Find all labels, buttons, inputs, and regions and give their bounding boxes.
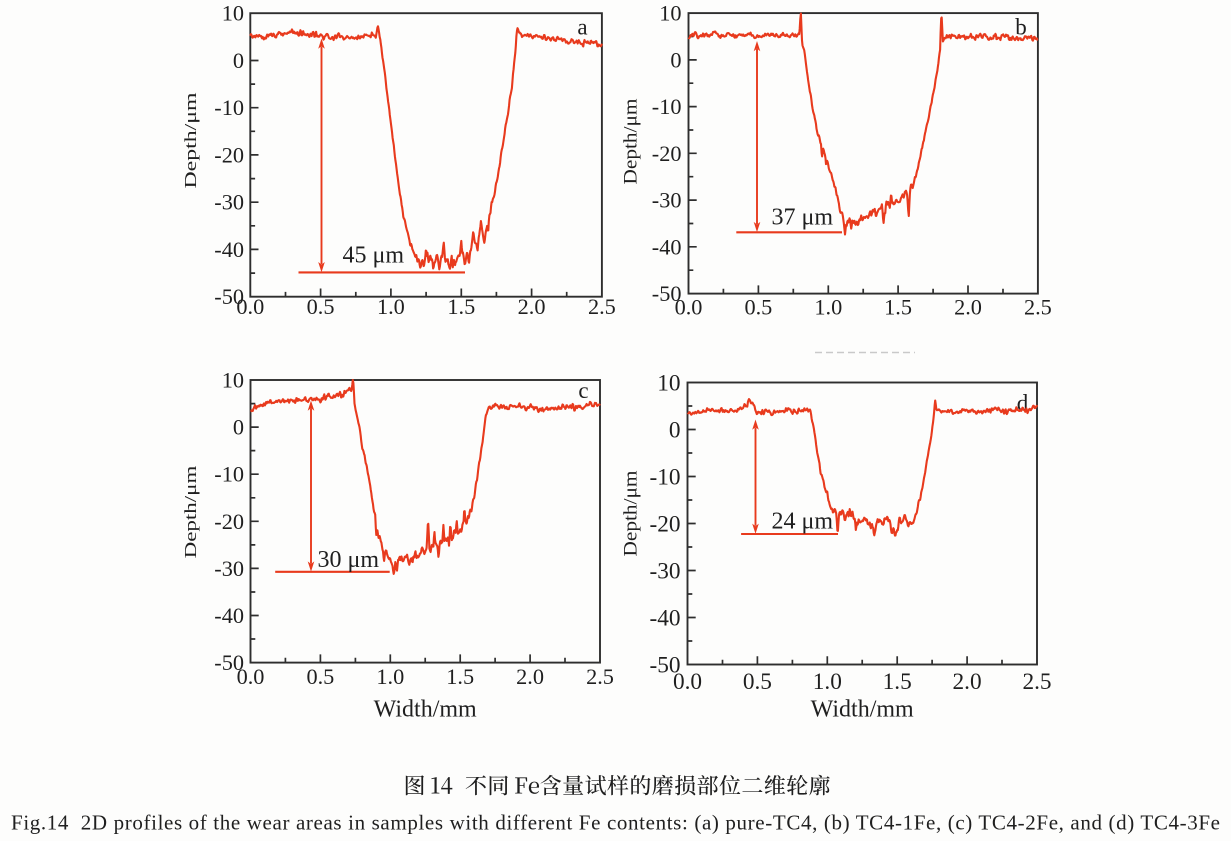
svg-text:-20: -20 <box>214 142 244 167</box>
svg-text:10: 10 <box>222 368 244 393</box>
svg-text:-30: -30 <box>652 188 682 213</box>
svg-text:30 μm: 30 μm <box>318 547 380 573</box>
svg-text:0.0: 0.0 <box>673 669 702 695</box>
svg-text:24 μm: 24 μm <box>772 509 834 535</box>
svg-text:0: 0 <box>233 48 244 73</box>
svg-text:2.0: 2.0 <box>954 295 982 320</box>
svg-text:1.0: 1.0 <box>814 295 842 320</box>
svg-text:-30: -30 <box>214 556 244 581</box>
svg-text:2.5: 2.5 <box>586 664 614 689</box>
svg-text:Width/mm: Width/mm <box>811 696 914 722</box>
svg-text:0: 0 <box>669 417 681 443</box>
svg-text:1.5: 1.5 <box>446 664 474 689</box>
svg-text:0.0: 0.0 <box>236 294 264 319</box>
svg-text:0: 0 <box>233 415 244 440</box>
svg-text:-10: -10 <box>649 464 680 490</box>
svg-text:-40: -40 <box>214 603 244 628</box>
svg-text:0.5: 0.5 <box>306 664 334 689</box>
svg-text:Fig.14 2D profiles of the wea: Fig.14 2D profiles of the wear areas in … <box>11 810 1220 834</box>
svg-text:-50: -50 <box>649 652 680 678</box>
svg-text:0.5: 0.5 <box>744 295 772 320</box>
svg-text:1.5: 1.5 <box>447 294 475 319</box>
svg-text:b: b <box>1015 14 1027 39</box>
svg-text:10: 10 <box>657 370 680 396</box>
svg-text:-50: -50 <box>652 281 682 306</box>
svg-text:0.0: 0.0 <box>237 664 265 689</box>
svg-text:1.0: 1.0 <box>377 294 405 319</box>
svg-text:Depth/μm: Depth/μm <box>620 98 641 184</box>
svg-text:10: 10 <box>659 1 681 26</box>
svg-text:0.0: 0.0 <box>675 295 703 320</box>
svg-text:-10: -10 <box>214 462 244 487</box>
svg-text:1.0: 1.0 <box>813 669 842 695</box>
svg-text:2.0: 2.0 <box>518 294 546 319</box>
svg-text:2.5: 2.5 <box>588 294 616 319</box>
svg-text:0.5: 0.5 <box>307 294 335 319</box>
svg-text:Depth/μm: Depth/μm <box>182 465 200 558</box>
svg-text:0: 0 <box>670 47 681 72</box>
svg-text:0.5: 0.5 <box>743 669 772 695</box>
svg-text:Width/mm: Width/mm <box>374 696 477 722</box>
svg-text:1.5: 1.5 <box>884 295 912 320</box>
svg-text:-20: -20 <box>214 509 244 534</box>
svg-text:c: c <box>578 378 588 403</box>
svg-text:-50: -50 <box>214 650 244 675</box>
svg-text:-30: -30 <box>214 190 244 215</box>
svg-text:-30: -30 <box>649 558 680 584</box>
svg-text:45 μm: 45 μm <box>343 243 405 269</box>
svg-text:a: a <box>577 15 587 40</box>
svg-text:2.0: 2.0 <box>516 664 544 689</box>
svg-text:10: 10 <box>222 1 244 26</box>
svg-text:2.0: 2.0 <box>953 669 982 695</box>
svg-text:37 μm: 37 μm <box>772 205 834 231</box>
svg-text:-20: -20 <box>649 511 680 537</box>
svg-text:2.5: 2.5 <box>1022 669 1051 695</box>
svg-text:-40: -40 <box>214 237 244 262</box>
svg-text:2.5: 2.5 <box>1024 295 1052 320</box>
svg-text:-20: -20 <box>652 141 682 166</box>
svg-text:-40: -40 <box>652 234 682 259</box>
svg-text:-10: -10 <box>214 95 244 120</box>
svg-text:-50: -50 <box>214 284 244 309</box>
svg-text:Depth/μm: Depth/μm <box>182 92 200 188</box>
svg-text:-40: -40 <box>649 605 680 631</box>
svg-text:1.0: 1.0 <box>376 664 404 689</box>
svg-text:1.5: 1.5 <box>883 669 912 695</box>
svg-text:Depth/μm: Depth/μm <box>620 470 641 556</box>
svg-text:-10: -10 <box>652 94 682 119</box>
